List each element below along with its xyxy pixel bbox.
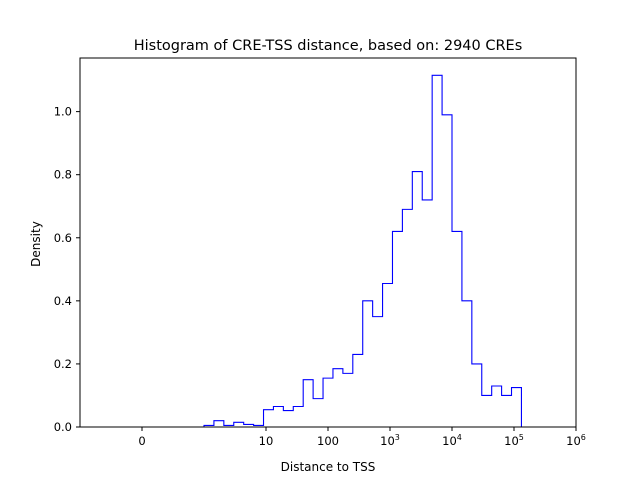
histogram-bin (462, 301, 472, 427)
y-tick-label: 0.2 (54, 357, 72, 371)
histogram-bin (402, 209, 412, 427)
histogram-bin (303, 380, 313, 427)
histogram-bin (392, 231, 402, 427)
histogram-bin (442, 115, 452, 427)
histogram-bin (363, 301, 373, 427)
y-tick-label: 0.8 (54, 168, 72, 182)
histogram-bin (234, 422, 244, 427)
histogram-bin (482, 395, 492, 427)
histogram-bin (293, 407, 303, 428)
histogram-bin (492, 386, 502, 427)
histogram-bin (214, 421, 224, 427)
x-tick-label: 103 (380, 433, 400, 448)
histogram-bin (373, 317, 383, 427)
histogram-bin (333, 369, 343, 427)
histogram-bin (383, 284, 393, 428)
histogram-bin (283, 411, 293, 427)
histogram-bin (353, 354, 363, 427)
chart-title: Histogram of CRE-TSS distance, based on:… (134, 38, 523, 54)
histogram-bin (472, 364, 482, 427)
x-tick-label: 105 (504, 433, 524, 448)
y-tick-label: 0.6 (54, 231, 72, 245)
histogram-bin (323, 378, 333, 427)
x-tick-label: 104 (442, 433, 462, 448)
histogram-bin (412, 172, 422, 427)
y-tick-label: 0.0 (54, 420, 72, 434)
histogram-bin (432, 75, 442, 427)
plot-area: 0 10 100 103 104 105 106 0.0 0.2 0.4 0.6 0.8 1.0 (54, 57, 586, 448)
histogram-bin (502, 395, 512, 427)
histogram-bin (343, 373, 353, 427)
x-tick-label: 106 (566, 433, 586, 448)
y-axis-label: Density (29, 221, 43, 267)
x-tick-label: 100 (317, 434, 339, 448)
x-tick-label: 0 (138, 434, 145, 448)
x-axis-label: Distance to TSS (281, 460, 376, 474)
histogram-bin (264, 410, 274, 427)
axes-frame (79, 57, 577, 428)
histogram-bin (273, 407, 283, 428)
histogram-bin (452, 231, 462, 427)
x-tick-label: 10 (259, 434, 274, 448)
y-tick-label: 1.0 (54, 105, 72, 119)
histogram-bin (422, 200, 432, 427)
histogram-bin (313, 399, 323, 427)
histogram-outline (203, 74, 522, 427)
histogram-bin (512, 388, 522, 427)
y-tick-label: 0.4 (54, 294, 72, 308)
